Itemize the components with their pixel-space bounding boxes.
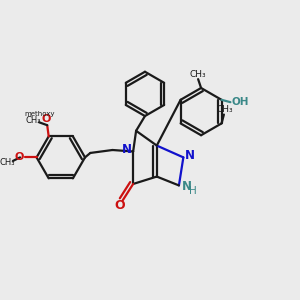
Text: CH₃: CH₃ xyxy=(216,105,233,114)
Text: N: N xyxy=(185,148,195,161)
Text: CH₃: CH₃ xyxy=(0,158,15,167)
Text: N: N xyxy=(122,142,132,156)
Text: O: O xyxy=(115,199,125,212)
Text: N: N xyxy=(182,180,192,194)
Text: O: O xyxy=(42,114,51,124)
Text: methoxy: methoxy xyxy=(25,111,55,117)
Text: OH: OH xyxy=(231,97,249,107)
Text: CH₃: CH₃ xyxy=(25,116,41,125)
Text: CH₃: CH₃ xyxy=(189,70,206,79)
Text: H: H xyxy=(189,186,197,196)
Text: O: O xyxy=(15,152,24,162)
